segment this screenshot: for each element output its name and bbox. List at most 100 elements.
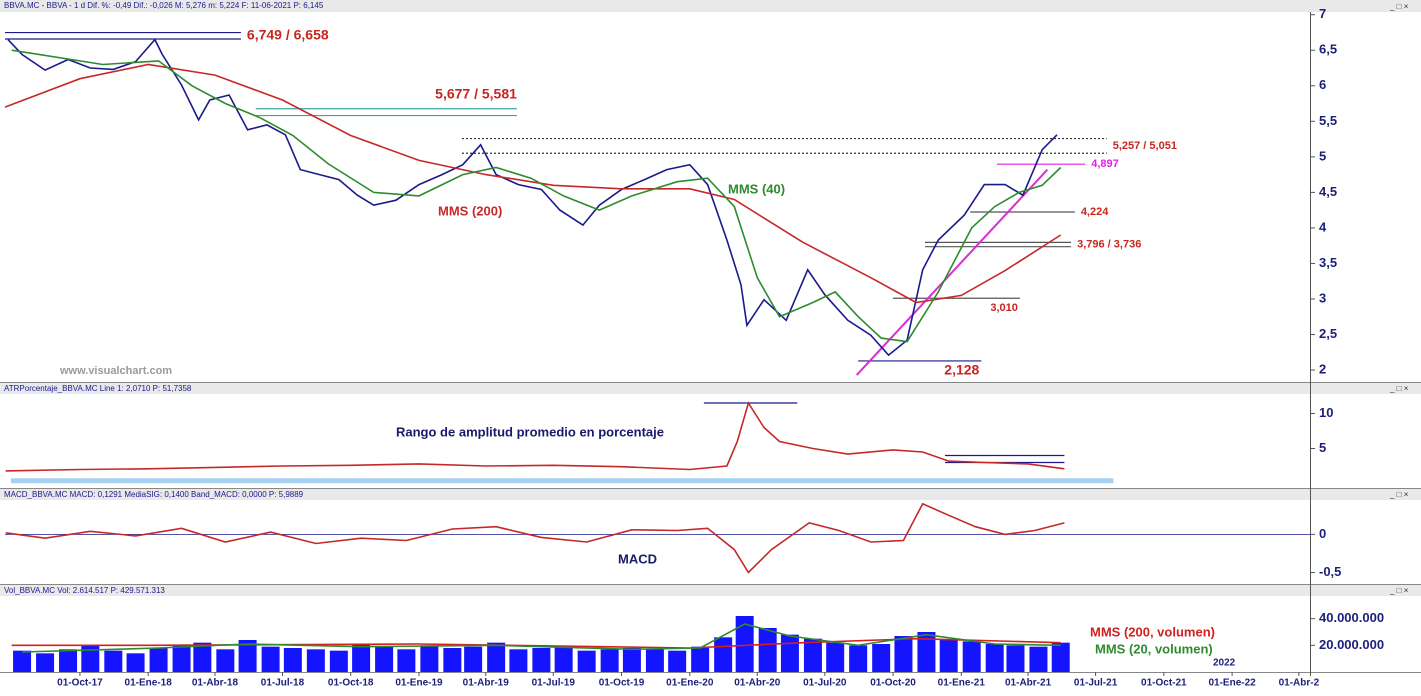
volume-bar: [261, 646, 280, 672]
series-label: MMS (200, volumen): [1090, 624, 1215, 639]
level-label: 6,749 / 6,658: [247, 26, 329, 42]
volume-bar: [126, 653, 145, 672]
volume-bar: [420, 645, 439, 672]
series-line: [7, 38, 1058, 357]
level-label: 5,677 / 5,581: [435, 85, 517, 101]
year-marker: 2022: [1213, 658, 1236, 669]
minimize-button[interactable]: _ □ ×: [1389, 586, 1409, 595]
level-label: 2,128: [944, 362, 979, 378]
volume-bar: [735, 616, 754, 672]
y-tick-label: 40.000.000: [1319, 610, 1384, 625]
panel-header: Vol_BBVA.MC Vol: 2.614.517 P: 429.571.31…: [4, 586, 165, 595]
minimize-button[interactable]: _ □ ×: [1389, 2, 1409, 11]
level-label: 3,010: [990, 302, 1018, 314]
panel-header: BBVA.MC - BBVA - 1 d Dif. %: -0,49 Dif.:…: [4, 1, 324, 10]
x-tick-label: 01-Abr-21: [1005, 678, 1052, 689]
volume-bar: [216, 649, 235, 672]
x-tick-label: 01-Oct-20: [870, 678, 916, 689]
volume-bar: [487, 642, 506, 672]
volume-bar: [13, 650, 32, 672]
volume-bar: [81, 645, 100, 672]
volume-bar: [172, 645, 191, 672]
header-bar: [0, 0, 1421, 12]
x-tick-label: 01-Ene-19: [395, 678, 443, 689]
level-label: 5,257 / 5,051: [1113, 140, 1177, 152]
volume-bar: [397, 649, 416, 672]
volume-bar: [939, 640, 958, 672]
x-tick-label: 01-Ene-20: [666, 678, 714, 689]
volume-bar: [532, 648, 551, 672]
volume-bar: [104, 650, 123, 672]
volume-bar: [443, 648, 462, 672]
volume-bar: [464, 646, 483, 672]
y-tick-label: -0,5: [1319, 564, 1341, 579]
volume-bar: [691, 646, 710, 672]
panel-header: ATRPorcentaje_BBVA.MC Line 1: 2,0710 P: …: [4, 384, 192, 393]
window-buttons[interactable]: _ □ × _ □ × _ □ × _ □ ×: [1389, 2, 1409, 595]
volume-bar: [962, 641, 981, 672]
y-tick-label: 5: [1319, 440, 1326, 455]
volume-bar: [149, 648, 168, 672]
x-tick-label: 01-Oct-19: [599, 678, 645, 689]
y-tick-label: 4,5: [1319, 184, 1337, 199]
trendline: [855, 168, 1049, 376]
x-tick-label: 01-Oct-21: [1141, 678, 1187, 689]
x-tick-label: 01-Jul-20: [803, 678, 847, 689]
series-line: [5, 401, 1065, 472]
series-line: [5, 502, 1065, 574]
series-line: [22, 623, 1061, 653]
series-label: MMS (40): [728, 181, 785, 196]
level-label: 3,796 / 3,736: [1077, 238, 1141, 250]
level-label: 4,224: [1081, 206, 1109, 218]
y-tick-label: 2,5: [1319, 326, 1337, 341]
watermark: www.visualchart.com: [59, 365, 172, 377]
x-tick-label: 01-Jul-19: [532, 678, 576, 689]
volume-bar: [1051, 642, 1070, 672]
volume-bar: [758, 628, 777, 672]
volume-bar: [917, 632, 936, 672]
y-tick-label: 20.000.000: [1319, 637, 1384, 652]
volume-bar: [283, 648, 302, 672]
minimize-button[interactable]: _ □ ×: [1389, 490, 1409, 499]
y-tick-label: 3: [1319, 290, 1326, 305]
volume-bar: [668, 650, 687, 672]
volume-bar: [780, 634, 799, 672]
volume-bar: [826, 642, 845, 672]
x-tick-label: 01-Jul-18: [261, 678, 305, 689]
level-label: 4,897: [1091, 158, 1119, 170]
series-label: MMS (20, volumen): [1095, 641, 1213, 656]
series-label: MMS (200): [438, 203, 502, 218]
y-tick-label: 5,5: [1319, 113, 1337, 128]
y-tick-label: 0: [1319, 526, 1326, 541]
panel-caption: MACD: [618, 551, 657, 566]
series-line: [4, 63, 1062, 304]
volume-bar: [622, 648, 641, 672]
y-tick-label: 7: [1319, 6, 1326, 21]
volume-bar: [849, 645, 868, 672]
volume-bar: [985, 644, 1004, 672]
x-tick-label: 01-Ene-21: [938, 678, 986, 689]
volume-bar: [36, 653, 55, 672]
volume-bar: [577, 650, 596, 672]
volume-bar: [894, 636, 913, 672]
volume-bar: [803, 638, 822, 672]
y-tick-label: 10: [1319, 405, 1333, 420]
volume-bar: [600, 649, 619, 672]
volume-bar: [554, 646, 573, 672]
panel-header: MACD_BBVA.MC MACD: 0,1291 MediaSIG: 0,14…: [4, 490, 304, 499]
volume-bar: [352, 644, 371, 672]
header-bar: [0, 585, 1421, 596]
volume-bar: [59, 649, 78, 672]
x-tick-label: 01-Ene-22: [1208, 678, 1256, 689]
volume-bar: [1029, 646, 1048, 672]
minimize-button[interactable]: _ □ ×: [1389, 384, 1409, 393]
volume-bar: [645, 649, 664, 672]
x-tick-label: 01-Jul-21: [1074, 678, 1118, 689]
x-tick-label: 01-Oct-18: [328, 678, 374, 689]
x-tick-label: 01-Abr-20: [734, 678, 781, 689]
y-tick-label: 6: [1319, 77, 1326, 92]
y-tick-label: 3,5: [1319, 255, 1337, 270]
y-tick-label: 6,5: [1319, 42, 1337, 57]
y-tick-label: 2: [1319, 361, 1326, 376]
